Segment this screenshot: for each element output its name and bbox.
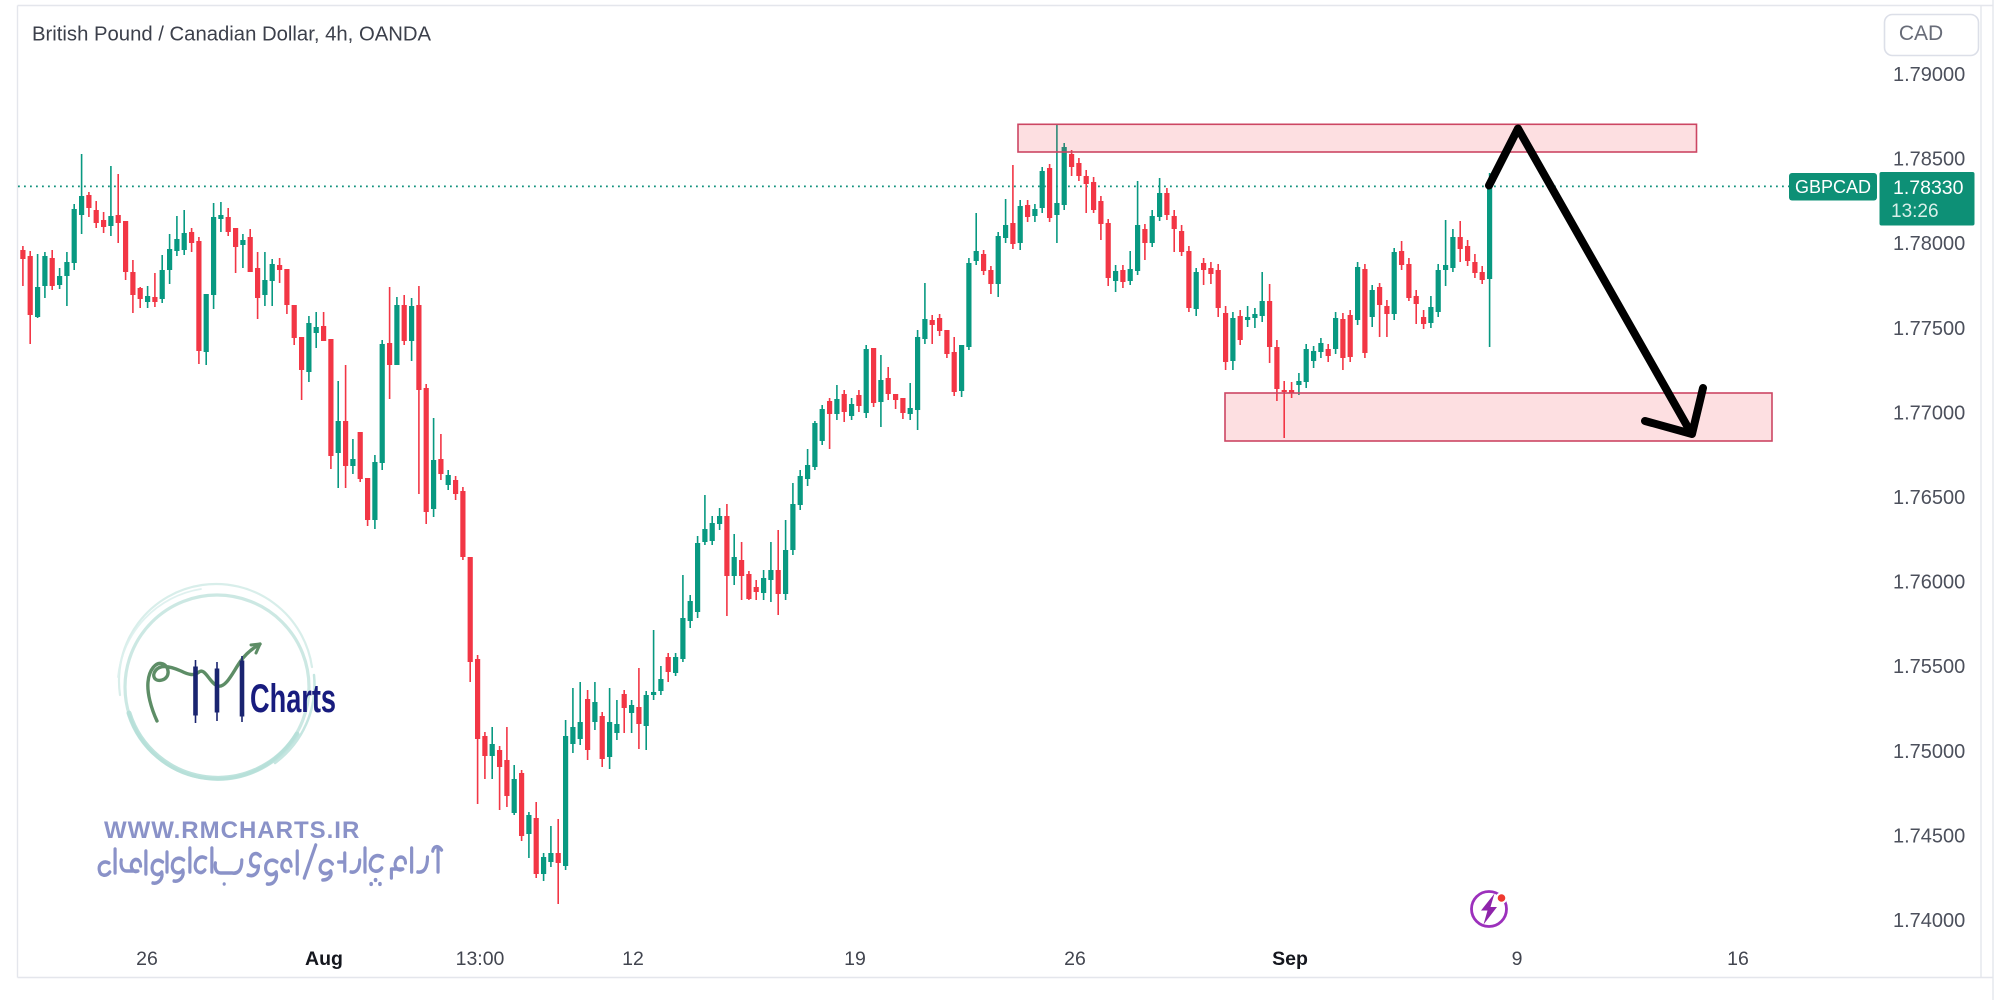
- svg-text:19: 19: [844, 948, 866, 970]
- svg-text:1.78500: 1.78500: [1893, 149, 1965, 171]
- svg-text:1.75000: 1.75000: [1893, 741, 1965, 763]
- svg-text:1.74500: 1.74500: [1893, 825, 1965, 847]
- svg-text:1.75500: 1.75500: [1893, 656, 1965, 678]
- svg-text:1.76000: 1.76000: [1893, 572, 1965, 594]
- svg-text:9: 9: [1512, 948, 1523, 970]
- svg-text:WWW.RMCHARTS.IR: WWW.RMCHARTS.IR: [104, 817, 360, 844]
- svg-text:Charts: Charts: [250, 677, 336, 721]
- svg-text:1.79000: 1.79000: [1893, 64, 1965, 86]
- svg-text:1.77500: 1.77500: [1893, 318, 1965, 340]
- svg-text:Aug: Aug: [305, 948, 343, 970]
- svg-text:13:00: 13:00: [456, 948, 505, 970]
- svg-text:GBPCAD: GBPCAD: [1795, 177, 1871, 197]
- svg-text:CAD: CAD: [1899, 22, 1943, 45]
- svg-text:26: 26: [1064, 948, 1086, 970]
- svg-text:1.77000: 1.77000: [1893, 402, 1965, 424]
- svg-text:Sep: Sep: [1272, 948, 1308, 970]
- svg-text:1.78000: 1.78000: [1893, 233, 1965, 255]
- svg-text:1.76500: 1.76500: [1893, 487, 1965, 509]
- svg-text:13:26: 13:26: [1891, 201, 1939, 222]
- svg-text:12: 12: [622, 948, 644, 970]
- svg-text:16: 16: [1727, 948, 1749, 970]
- svg-text:British Pound / Canadian Dolla: British Pound / Canadian Dollar, 4h, OAN…: [32, 24, 432, 46]
- svg-text:1.78330: 1.78330: [1893, 177, 1964, 199]
- svg-text:26: 26: [136, 948, 158, 970]
- svg-text:1.74000: 1.74000: [1893, 910, 1965, 932]
